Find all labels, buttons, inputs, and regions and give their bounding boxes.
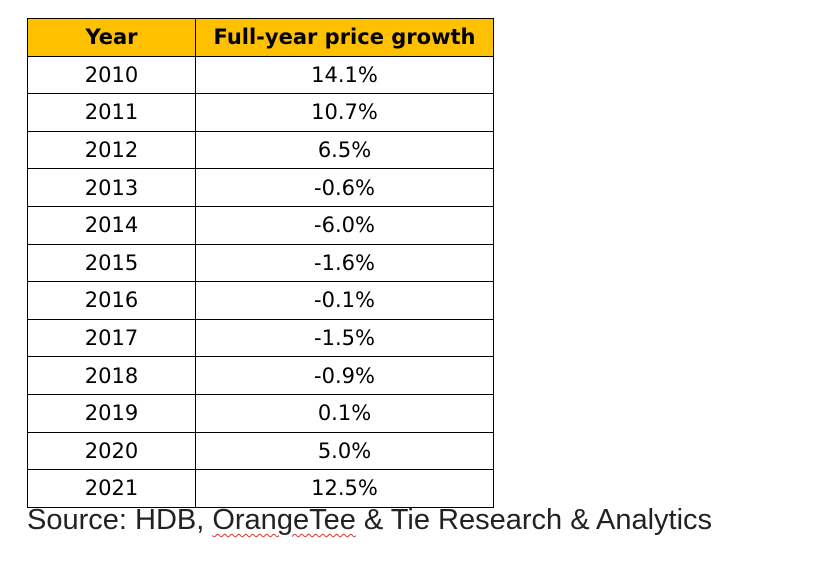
table-row: 2014 -6.0% — [27, 205, 494, 245]
growth-cell: 14.1% — [195, 55, 494, 95]
year-cell: 2011 — [27, 93, 196, 132]
source-caption: Source: HDB, OrangeTee & Tie Research & … — [27, 504, 712, 537]
table-row: 2015 -1.6% — [27, 243, 494, 283]
year-cell: 2013 — [27, 168, 196, 207]
header-row: Year Full-year price growth — [27, 18, 494, 57]
table-row: 2019 0.1% — [27, 393, 494, 433]
growth-cell: -0.1% — [195, 281, 494, 320]
growth-cell: 6.5% — [195, 130, 494, 170]
growth-cell: 0.1% — [195, 393, 494, 433]
table-row: 2017 -1.5% — [27, 318, 494, 358]
table-row: 2020 5.0% — [27, 431, 494, 471]
price-growth-table: Year Full-year price growth 2010 14.1% 2… — [27, 18, 494, 508]
growth-cell: 5.0% — [195, 431, 494, 471]
table-row: 2010 14.1% — [27, 55, 494, 95]
header-year: Year — [27, 18, 196, 57]
year-cell: 2019 — [27, 393, 196, 433]
year-cell: 2010 — [27, 55, 196, 95]
year-cell: 2018 — [27, 356, 196, 395]
growth-cell: -1.5% — [195, 318, 494, 358]
year-cell: 2017 — [27, 318, 196, 358]
source-prefix: Source: HDB, — [27, 504, 213, 536]
table-row: 2018 -0.9% — [27, 356, 494, 395]
year-cell: 2016 — [27, 281, 196, 320]
header-growth: Full-year price growth — [195, 18, 494, 57]
table-row: 2021 12.5% — [27, 469, 494, 508]
growth-cell: -0.9% — [195, 356, 494, 395]
growth-cell: -0.6% — [195, 168, 494, 207]
growth-cell: -1.6% — [195, 243, 494, 283]
source-brand: OrangeTee — [212, 504, 356, 536]
growth-cell: 10.7% — [195, 93, 494, 132]
year-cell: 2014 — [27, 205, 196, 245]
table-row: 2012 6.5% — [27, 130, 494, 170]
table-row: 2016 -0.1% — [27, 281, 494, 320]
growth-cell: -6.0% — [195, 205, 494, 245]
year-cell: 2021 — [27, 469, 196, 508]
year-cell: 2015 — [27, 243, 196, 283]
year-cell: 2012 — [27, 130, 196, 170]
year-cell: 2020 — [27, 431, 196, 471]
table-row: 2013 -0.6% — [27, 168, 494, 207]
source-suffix: & Tie Research & Analytics — [355, 504, 713, 536]
table-row: 2011 10.7% — [27, 93, 494, 132]
growth-cell: 12.5% — [195, 469, 494, 508]
